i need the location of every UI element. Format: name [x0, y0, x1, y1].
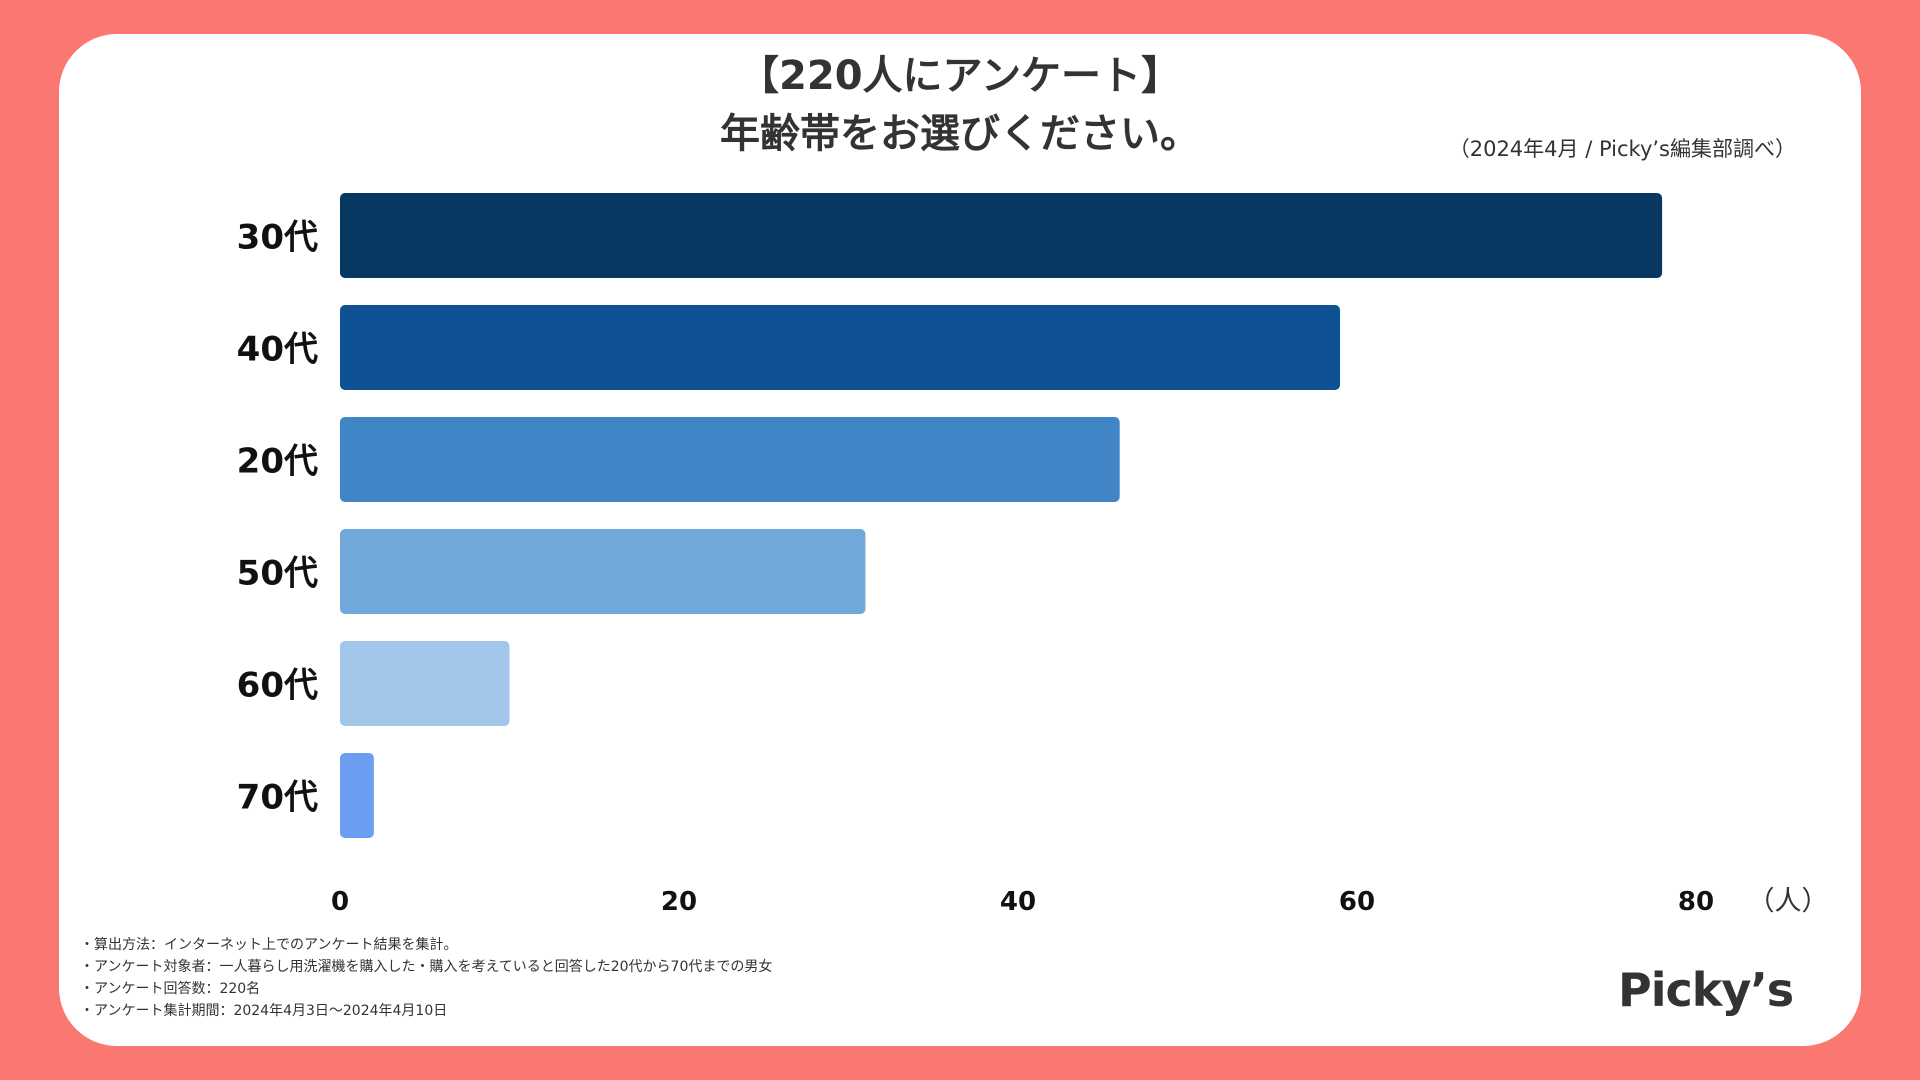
x-tick-label: 80 [1678, 887, 1714, 917]
category-label: 20代 [237, 442, 318, 482]
bar-60代 [340, 641, 510, 726]
chart-title-line-2: 年齢帯をお選びください。 [720, 111, 1200, 157]
pickys-logo: Picky’s [1618, 963, 1794, 1017]
x-tick-label: 0 [331, 887, 349, 917]
bar-30代 [340, 193, 1663, 278]
x-tick-label: 40 [1000, 887, 1036, 917]
note-line: ・アンケート集計期間：2024年4月3日〜2024年4月10日 [80, 1003, 448, 1019]
x-tick-label: 60 [1339, 887, 1375, 917]
x-axis-unit-label: （人） [1748, 886, 1829, 917]
note-line: ・アンケート回答数：220名 [80, 981, 261, 997]
note-line: ・算出方法：インターネット上でのアンケート結果を集計。 [80, 937, 458, 953]
category-label: 30代 [237, 218, 318, 258]
category-label: 50代 [237, 554, 318, 594]
category-label: 40代 [237, 330, 318, 370]
source-note: （2024年4月 / Picky’s編集部調べ） [1448, 137, 1796, 161]
bar-50代 [340, 529, 866, 614]
bar-40代 [340, 305, 1341, 390]
bar-70代 [340, 753, 374, 838]
bar-20代 [340, 417, 1120, 502]
survey-notes: ・算出方法：インターネット上でのアンケート結果を集計。 ・アンケート対象者：一人… [80, 934, 772, 1022]
x-tick-label: 20 [661, 887, 697, 917]
note-line: ・アンケート対象者：一人暮らし用洗濯機を購入した・購入を考えていると回答した20… [80, 959, 773, 975]
chart-title-line-1: 【220人にアンケート】 [739, 53, 1181, 99]
category-label: 60代 [237, 666, 318, 706]
category-label: 70代 [237, 778, 318, 818]
